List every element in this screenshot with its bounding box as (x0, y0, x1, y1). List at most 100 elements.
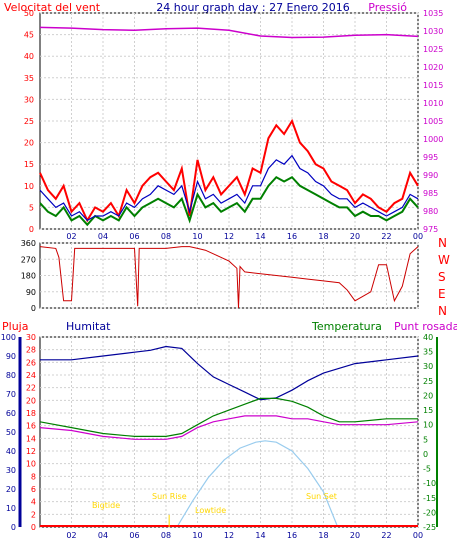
temperature-y-tick-label: 15 (423, 406, 433, 415)
dir-y-tick-label: 270 (21, 255, 36, 264)
temperature-y-tick-label: 10 (423, 421, 433, 430)
temperature-y-tick-label: -15 (423, 494, 436, 503)
rain-y-tick-label: 16 (26, 422, 36, 431)
dir-letter-n-top: N (438, 236, 447, 250)
pressure-y-tick-label: 990 (423, 171, 438, 180)
dir-letter-e: E (438, 287, 446, 301)
dir-letter-n-bottom: N (438, 304, 447, 318)
humidity-y-tick-label: 0 (11, 523, 16, 532)
humidity-y-tick-label: 100 (1, 333, 16, 342)
pressure-y-tick-label: 975 (423, 225, 438, 234)
temperature-y-tick-label: -5 (423, 465, 431, 474)
humidity-y-tick-label: 40 (6, 447, 16, 456)
wind-x-tick-label: 04 (98, 232, 108, 241)
rain-y-tick-label: 2 (31, 510, 36, 519)
temperature-y-tick-label: 40 (423, 333, 433, 342)
wind-x-tick-label: 14 (255, 232, 265, 241)
wind-y-tick-label: 25 (24, 117, 34, 126)
temperature-y-tick-label: 35 (423, 348, 433, 357)
pressure-y-tick-label: 1035 (423, 9, 443, 18)
humidity-y-tick-label: 30 (6, 466, 16, 475)
temperature-y-tick-label: 25 (423, 377, 433, 386)
wind-speed-title: Velocitat del vent (4, 1, 101, 14)
wind-average-line (39, 175, 419, 227)
wind-y-tick-label: 30 (24, 95, 34, 104)
rain-y-tick-label: 22 (26, 384, 36, 393)
humidity-label: Humitat (66, 320, 111, 333)
wind-x-tick-label: 10 (192, 232, 202, 241)
pressure-line (39, 26, 419, 39)
humidity-line (40, 345, 419, 401)
wind-y-tick-label: 10 (24, 182, 34, 191)
wind-x-tick-label: 20 (350, 232, 360, 241)
wind-x-tick-label: 08 (161, 232, 171, 241)
pressure-y-tick-label: 995 (423, 153, 438, 162)
rain-y-tick-label: 14 (26, 434, 36, 443)
dir-y-tick-label: 90 (26, 288, 36, 297)
humidity-y-tick-label: 60 (6, 409, 16, 418)
pressure-y-tick-label: 1005 (423, 117, 443, 126)
lower-x-tick-label: 04 (98, 531, 108, 540)
wind-y-tick-label: 45 (24, 31, 34, 40)
pressure-y-tick-label: 1030 (423, 27, 443, 36)
dewpoint-label: Punt rosada (394, 320, 457, 333)
pressure-y-tick-label: 1020 (423, 63, 443, 72)
temperature-y-tick-label: -20 (423, 508, 436, 517)
lower-x-tick-label: 02 (66, 531, 76, 540)
lower-x-tick-label: 10 (192, 531, 202, 540)
sunrise-annotation: Sun Rise (152, 492, 187, 501)
temperature-y-tick-label: 5 (423, 435, 428, 444)
lower-x-tick-label: 08 (161, 531, 171, 540)
pressure-y-tick-label: 1010 (423, 99, 443, 108)
wind-series (39, 26, 419, 227)
rain-label: Pluja (2, 320, 28, 333)
dir-y-tick-label: 0 (31, 304, 36, 313)
rain-y-tick-label: 26 (26, 358, 36, 367)
dir-letter-w: W (438, 253, 450, 267)
pressure-y-tick-label: 980 (423, 207, 438, 216)
rain-y-tick-label: 28 (26, 346, 36, 355)
rain-y-tick-label: 20 (26, 396, 36, 405)
rain-y-tick-label: 12 (26, 447, 36, 456)
wind-x-tick-label: 12 (224, 232, 234, 241)
pressure-y-tick-label: 1000 (423, 135, 443, 144)
wind-y-tick-label: 35 (24, 74, 34, 83)
wind-x-tick-label: 18 (318, 232, 328, 241)
rain-y-tick-label: 0 (31, 523, 36, 532)
sun-elevation-curve (176, 440, 339, 528)
wind-x-tick-label: 02 (66, 232, 76, 241)
wind-y-tick-label: 50 (24, 9, 34, 18)
temperature-y-tick-label: 20 (423, 391, 433, 400)
humidity-y-tick-label: 80 (6, 371, 16, 380)
temperature-line (39, 397, 418, 437)
temperature-y-tick-label: 0 (423, 450, 428, 459)
dir-letter-s: S (438, 270, 446, 284)
graph-title: 24 hour graph day : 27 Enero 2016 (156, 1, 350, 14)
wind-y-tick-label: 40 (24, 52, 34, 61)
axis-tick-labels: 0510152025303540455097598098599099510001… (1, 9, 444, 540)
pressure-title: Pressió (368, 1, 407, 14)
humidity-temp-series (39, 345, 419, 528)
wind-x-tick-label: 06 (129, 232, 139, 241)
rain-y-tick-label: 10 (26, 460, 36, 469)
temperature-y-tick-label: 30 (423, 362, 433, 371)
lower-x-tick-label: 06 (129, 531, 139, 540)
rain-y-tick-label: 8 (31, 472, 36, 481)
lowtide-annotation: Lowtide (195, 506, 226, 515)
wind-y-tick-label: 5 (29, 203, 34, 212)
direction-series (39, 246, 419, 309)
lower-x-tick-label: 12 (224, 531, 234, 540)
pressure-y-tick-label: 985 (423, 189, 438, 198)
humidity-y-tick-label: 70 (6, 390, 16, 399)
rain-y-tick-label: 18 (26, 409, 36, 418)
temperature-label: Temperatura (311, 320, 382, 333)
lower-x-tick-label: 18 (318, 531, 328, 540)
wind-x-tick-label: 22 (381, 232, 391, 241)
wind-smoothed-line (39, 154, 419, 222)
rain-y-tick-label: 6 (31, 485, 36, 494)
humidity-y-tick-label: 20 (6, 485, 16, 494)
wind-y-tick-label: 15 (24, 160, 34, 169)
dewpoint-line (39, 415, 419, 440)
